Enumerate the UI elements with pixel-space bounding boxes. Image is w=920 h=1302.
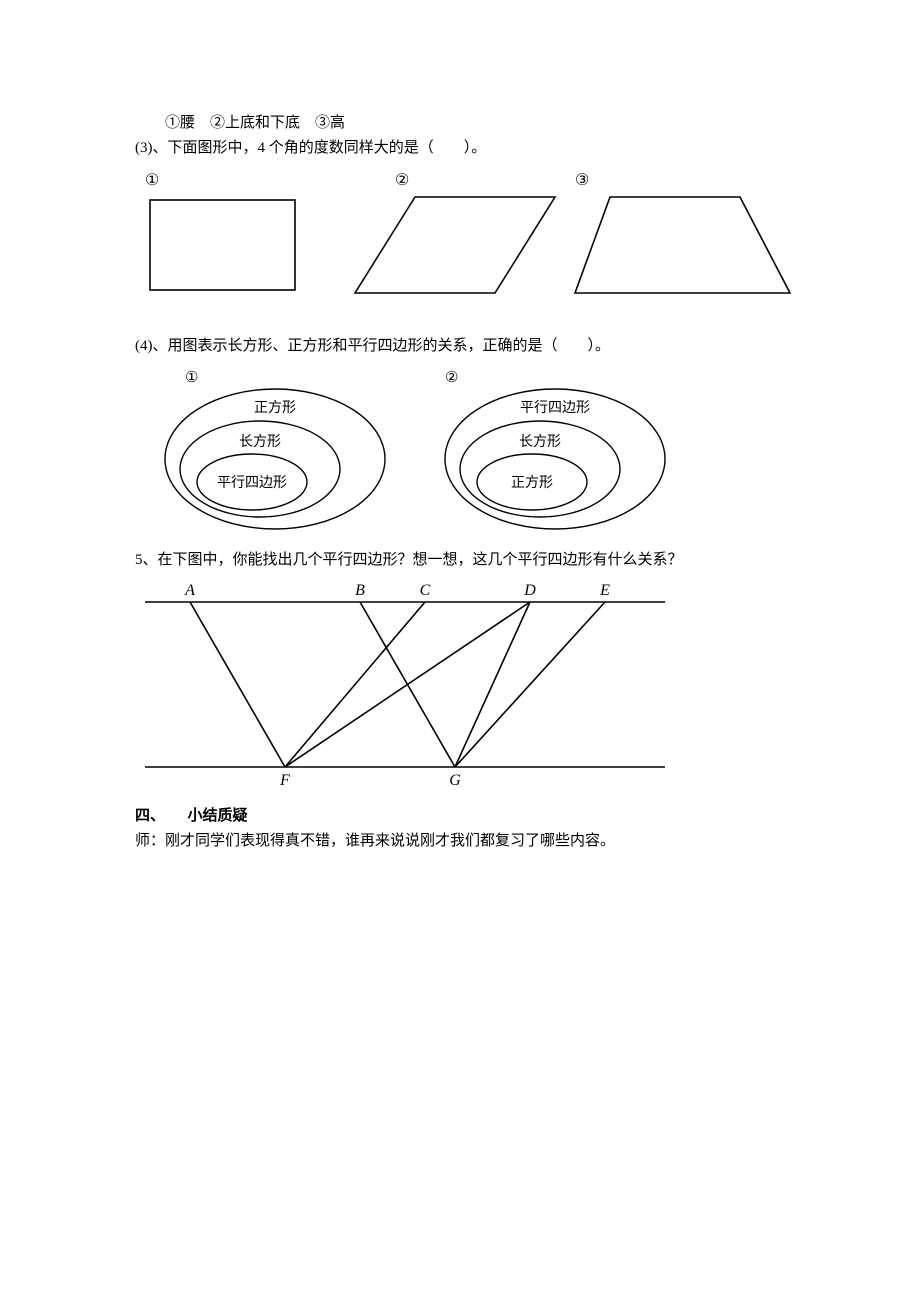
section4-heading: 四、 小结质疑	[135, 805, 800, 828]
svg-text:正方形: 正方形	[254, 400, 296, 416]
q4-figure: ①正方形长方形平行四边形②平行四边形长方形正方形	[135, 364, 800, 539]
q2-options: ①腰 ②上底和下底 ③高	[135, 112, 800, 135]
svg-text:②: ②	[395, 172, 409, 189]
svg-text:平行四边形: 平行四边形	[520, 400, 590, 416]
svg-text:G: G	[449, 772, 461, 789]
svg-text:C: C	[420, 582, 431, 599]
svg-text:长方形: 长方形	[519, 434, 561, 450]
q3-stem: (3)、下面图形中，4 个角的度数同样大的是（ ）。	[135, 137, 800, 160]
svg-text:A: A	[184, 582, 195, 599]
q3-figure: ① ② ③	[135, 165, 800, 325]
svg-text:①: ①	[145, 172, 159, 189]
svg-text:长方形: 长方形	[239, 434, 281, 450]
svg-text:①: ①	[185, 370, 198, 386]
svg-text:③: ③	[575, 172, 589, 189]
svg-text:D: D	[523, 582, 536, 599]
q4-stem: (4)、用图表示长方形、正方形和平行四边形的关系，正确的是（ ）。	[135, 335, 800, 358]
svg-text:F: F	[279, 772, 290, 789]
svg-text:正方形: 正方形	[511, 475, 553, 491]
svg-text:②: ②	[445, 370, 458, 386]
svg-text:平行四边形: 平行四边形	[217, 475, 287, 491]
svg-text:B: B	[355, 582, 365, 599]
svg-text:E: E	[599, 582, 610, 599]
q5-stem: 5、在下图中，你能找出几个平行四边形？想一想，这几个平行四边形有什么关系？	[135, 549, 800, 572]
section4-body: 师：刚才同学们表现得真不错，谁再来说说刚才我们都复习了哪些内容。	[135, 830, 800, 853]
q5-figure: A B C D E F G	[135, 577, 800, 795]
